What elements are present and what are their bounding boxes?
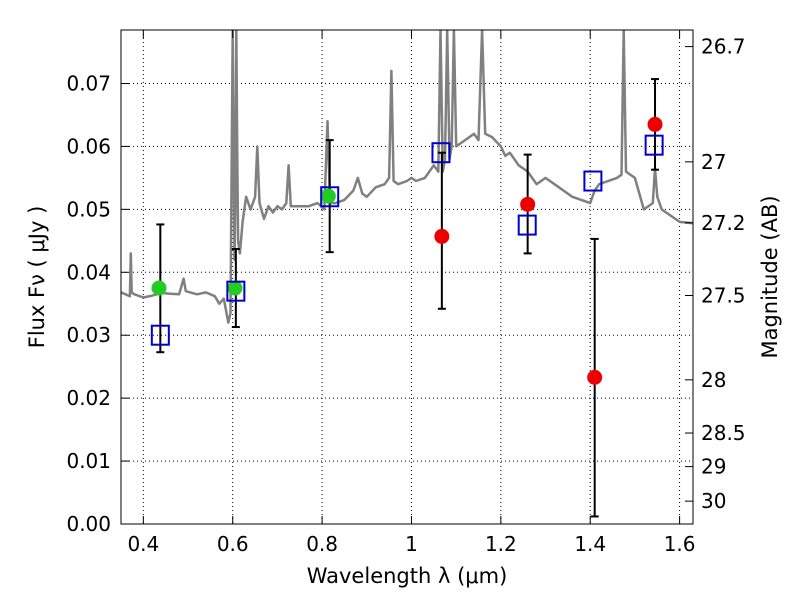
tick-labels: 0.4 0.6 0.8 1 1.2 1.4 1.6 0.00 0.01 0.02 0.03 0.04 0…: [66, 35, 745, 556]
y-tick-label: 0.05: [66, 197, 111, 221]
red-circle-marker: [434, 228, 450, 244]
y2-tick-label: 28.5: [701, 421, 746, 445]
x-tick-label: 1.6: [664, 532, 696, 556]
model-square-marker: [226, 280, 246, 302]
x-axis-label: Wavelength λ (μm): [307, 564, 508, 588]
plot-frame: [120, 29, 694, 525]
y-tick-label: 0.01: [66, 449, 111, 473]
green-circle-marker: [320, 188, 336, 204]
y2-tick-label: 26.7: [701, 35, 746, 59]
tick-marks: [121, 30, 693, 525]
red-circle-marker: [587, 369, 603, 385]
y-tick-label: 0.02: [66, 386, 111, 410]
model-square-marker: [583, 170, 603, 192]
model-square-marker: [644, 134, 664, 156]
y-tick-label: 0.04: [66, 260, 111, 284]
y-axis-label: Flux Fν ( μJy ): [25, 206, 49, 349]
x-tick-label: 0.6: [217, 532, 249, 556]
y-tick-label: 0.06: [66, 134, 111, 158]
x-tick-label: 0.8: [306, 532, 338, 556]
model-square-marker: [431, 142, 451, 164]
x-tick-label: 1: [405, 532, 418, 556]
red-circle-marker: [647, 116, 663, 132]
x-tick-label: 0.4: [127, 532, 159, 556]
model-square-marker: [150, 324, 170, 346]
model-square-marker: [517, 214, 537, 236]
green-circle-marker: [151, 280, 167, 296]
red-circle-marker: [520, 196, 536, 212]
y-tick-label: 0.00: [66, 512, 111, 536]
y2-tick-label: 28: [701, 368, 726, 392]
x-tick-label: 1.2: [485, 532, 517, 556]
x-tick-label: 1.4: [574, 532, 606, 556]
model-square-marker: [320, 186, 340, 208]
y2-tick-label: 27: [701, 150, 726, 174]
y-tick-label: 0.03: [66, 323, 111, 347]
green-circle-marker: [227, 280, 243, 296]
y-tick-label: 0.07: [66, 71, 111, 95]
y2-tick-label: 30: [701, 489, 726, 513]
y2-tick-label: 27.5: [701, 284, 746, 308]
y2-tick-label: 29: [701, 455, 726, 479]
series-layer: [121, 30, 693, 518]
y2-axis-label: Magnitude (AB): [758, 195, 782, 358]
y2-tick-label: 27.2: [701, 211, 746, 235]
spectrum-line: [121, 30, 693, 324]
